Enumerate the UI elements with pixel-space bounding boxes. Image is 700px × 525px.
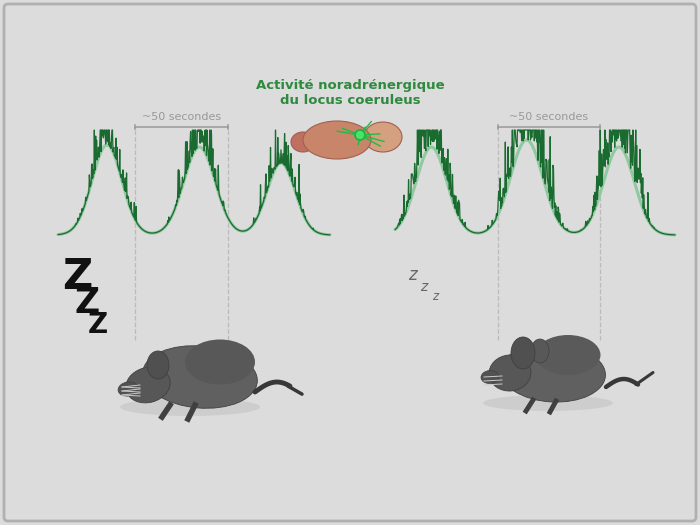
Ellipse shape: [126, 367, 170, 403]
Text: ~50 secondes: ~50 secondes: [142, 112, 221, 122]
Text: Z: Z: [62, 256, 92, 298]
Ellipse shape: [364, 122, 402, 152]
Ellipse shape: [118, 382, 138, 396]
Text: ~50 secondes: ~50 secondes: [510, 112, 589, 122]
Ellipse shape: [291, 132, 315, 152]
Ellipse shape: [147, 351, 169, 379]
Ellipse shape: [531, 339, 549, 363]
Text: Z: Z: [88, 311, 108, 339]
Ellipse shape: [489, 355, 531, 391]
Text: Activité noradrénergique
du locus coeruleus: Activité noradrénergique du locus coerul…: [256, 79, 444, 107]
Ellipse shape: [303, 121, 371, 159]
Ellipse shape: [511, 337, 535, 369]
Ellipse shape: [185, 340, 255, 384]
Ellipse shape: [500, 344, 606, 402]
Ellipse shape: [483, 395, 613, 411]
Ellipse shape: [120, 398, 260, 416]
Circle shape: [355, 130, 365, 140]
Ellipse shape: [481, 371, 499, 384]
Text: z: z: [408, 266, 416, 284]
Text: Z: Z: [74, 286, 99, 320]
Ellipse shape: [536, 335, 601, 375]
Ellipse shape: [143, 346, 258, 408]
Text: z: z: [420, 280, 427, 294]
Text: z: z: [432, 290, 438, 303]
